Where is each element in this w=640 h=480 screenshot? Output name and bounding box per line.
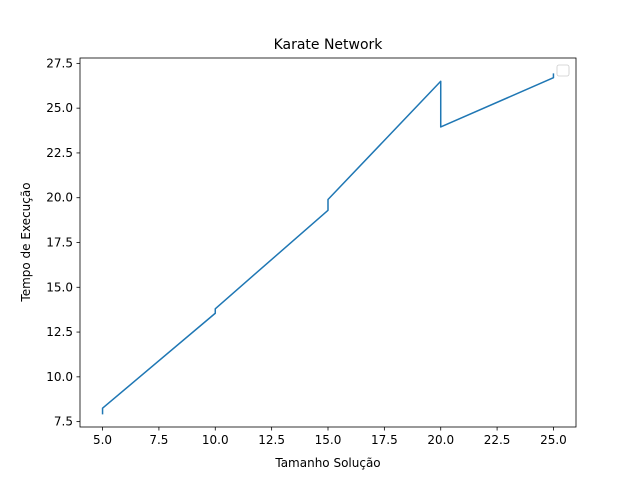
chart-title: Karate Network [274, 37, 384, 53]
y-tick-label: 27.5 [46, 56, 73, 70]
y-axis-label: Tempo de Execução [19, 182, 33, 302]
legend-box [556, 64, 570, 77]
y-tick-label: 22.5 [46, 146, 73, 160]
x-tick-label: 22.5 [484, 433, 511, 447]
x-tick-label: 7.5 [149, 433, 168, 447]
x-tick-label: 5.0 [93, 433, 112, 447]
x-tick-label: 17.5 [371, 433, 398, 447]
y-tick-label: 12.5 [46, 325, 73, 339]
y-tick-label: 7.5 [54, 415, 73, 429]
y-tick-label: 25.0 [46, 101, 73, 115]
y-tick-label: 10.0 [46, 370, 73, 384]
series-line-0 [101, 73, 555, 415]
x-tick-label: 25.0 [540, 433, 567, 447]
y-tick-label: 15.0 [46, 280, 73, 294]
x-tick-label: 20.0 [427, 433, 454, 447]
x-tick-label: 12.5 [258, 433, 285, 447]
x-tick-label: 15.0 [315, 433, 342, 447]
y-tick-label: 20.0 [46, 191, 73, 205]
plot-area: 5.0 7.5 10.0 12.5 15.0 17.5 20.0 22.5 25.0 7.5 10.… [46, 56, 577, 447]
y-tick-label: 17.5 [46, 236, 73, 250]
x-axis-label: Tamanho Solução [274, 456, 380, 470]
x-tick-label: 10.0 [202, 433, 229, 447]
